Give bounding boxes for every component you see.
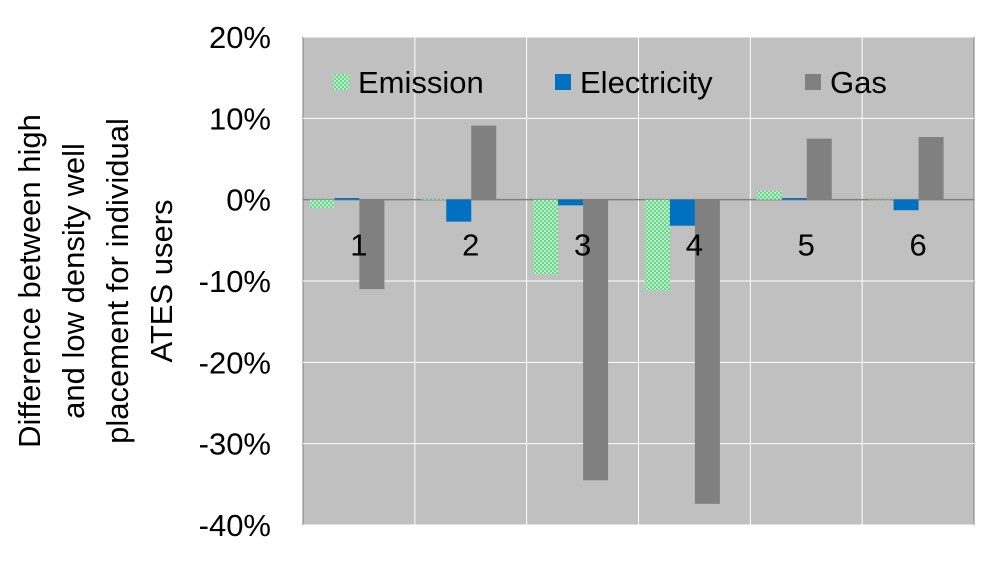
legend-label-electricity: Electricity [580,65,713,100]
category-label: 6 [909,228,926,263]
category-label: 2 [462,228,479,263]
legend-label-gas: Gas [830,65,887,100]
y-tick-label: 10% [209,101,271,136]
bar-emission-4 [644,199,670,291]
bars [309,125,944,504]
y-tick-labels: 20% 10% 0% -10% -20% -30% -40% [199,20,271,543]
y-tick-label: -40% [199,508,271,543]
bar-emission-1 [309,199,335,208]
bar-gas-4 [694,199,720,504]
y-tick-label: -30% [199,427,271,462]
bar-electricity-5 [781,198,807,200]
bar-emission-5 [756,190,782,200]
grid-lines [303,36,974,526]
y-tick-label: -10% [199,264,271,299]
category-label: 5 [798,228,815,263]
category-label: 4 [686,228,703,263]
bar-gas-5 [806,138,832,200]
bar-electricity-6 [893,199,919,211]
y-axis-title-line: Difference between high [12,114,47,448]
y-tick-label: -20% [199,345,271,380]
legend: Emission Electricity Gas [333,65,887,100]
y-axis-title: Difference between high and low density w… [12,114,179,448]
bar-electricity-2 [446,199,472,222]
bar-emission-2 [421,198,447,200]
bar-gas-2 [471,125,497,200]
y-axis-title-line: and low density well [56,143,91,419]
bar-gas-1 [359,199,385,290]
bar-electricity-3 [558,199,584,206]
category-label: 3 [574,228,591,263]
category-labels: 1 2 3 4 5 6 [350,228,926,263]
y-axis-title-line: placement for individual [100,118,135,444]
category-label: 1 [350,228,367,263]
legend-swatch-gas [805,74,821,90]
y-tick-label: 0% [226,183,271,218]
bar-gas-6 [918,137,944,200]
legend-label-emission: Emission [358,65,484,100]
bar-electricity-4 [669,199,695,226]
bar-emission-3 [533,199,559,275]
bar-emission-6 [868,199,894,201]
legend-swatch-emission [333,74,349,90]
legend-swatch-electricity [555,74,571,90]
y-axis-title-line: ATES users [144,199,179,362]
y-tick-label: 20% [209,20,271,55]
bar-electricity-1 [334,198,360,200]
bar-gas-3 [583,199,609,481]
